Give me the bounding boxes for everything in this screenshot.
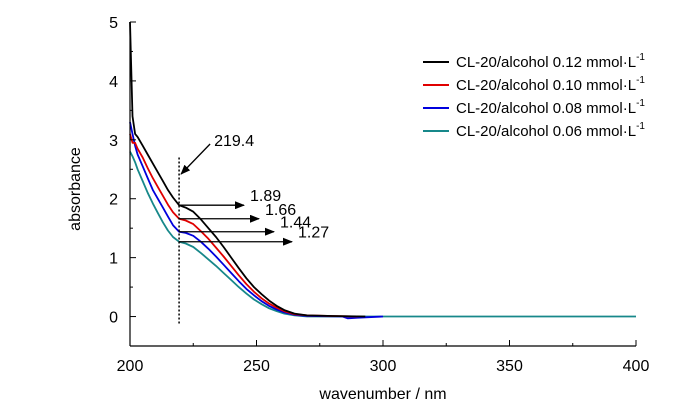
marker-arrow <box>180 143 211 175</box>
value-label: 1.44 <box>280 215 311 232</box>
x-tick-label: 400 <box>623 358 650 375</box>
y-axis-label: absorbance <box>67 147 84 231</box>
y-tick-label: 5 <box>109 15 118 32</box>
series-line-2 <box>129 133 358 318</box>
legend-label-3: CL-20/alcohol 0.08 mmol·L-1 <box>456 98 645 117</box>
x-tick-label: 200 <box>117 358 144 375</box>
marker-label: 219.4 <box>214 133 254 150</box>
x-tick-label: 350 <box>496 358 523 375</box>
series-line-4 <box>129 151 636 318</box>
x-tick-label: 250 <box>243 358 270 375</box>
series-line-1 <box>129 21 366 318</box>
y-tick-label: 1 <box>109 251 118 268</box>
value-label: 1.89 <box>250 188 281 205</box>
plot-axes: 200 250 300 350 400 0 1 2 3 4 5 <box>109 15 649 375</box>
legend-label-4: CL-20/alcohol 0.06 mmol·L-1 <box>456 121 645 140</box>
x-axis-label: wavenumber / nm <box>318 386 446 403</box>
y-tick-label: 4 <box>109 74 118 91</box>
y-tick-label: 2 <box>109 192 118 209</box>
x-tick-label: 300 <box>370 358 397 375</box>
legend-label-2: CL-20/alcohol 0.10 mmol·L-1 <box>456 75 645 94</box>
plot-annotations: 219.4 1.891.661.441.27 <box>178 133 329 326</box>
legend-label-1: CL-20/alcohol 0.12 mmol·L-1 <box>456 52 645 71</box>
chart-legend: CL-20/alcohol 0.12 mmol·L-1 CL-20/alcohol… <box>423 52 645 140</box>
y-tick-label: 0 <box>109 310 118 327</box>
plot-series <box>129 21 636 320</box>
y-tick-label: 3 <box>109 133 118 150</box>
value-label: 1.27 <box>298 225 329 242</box>
value-label: 1.66 <box>265 202 296 219</box>
